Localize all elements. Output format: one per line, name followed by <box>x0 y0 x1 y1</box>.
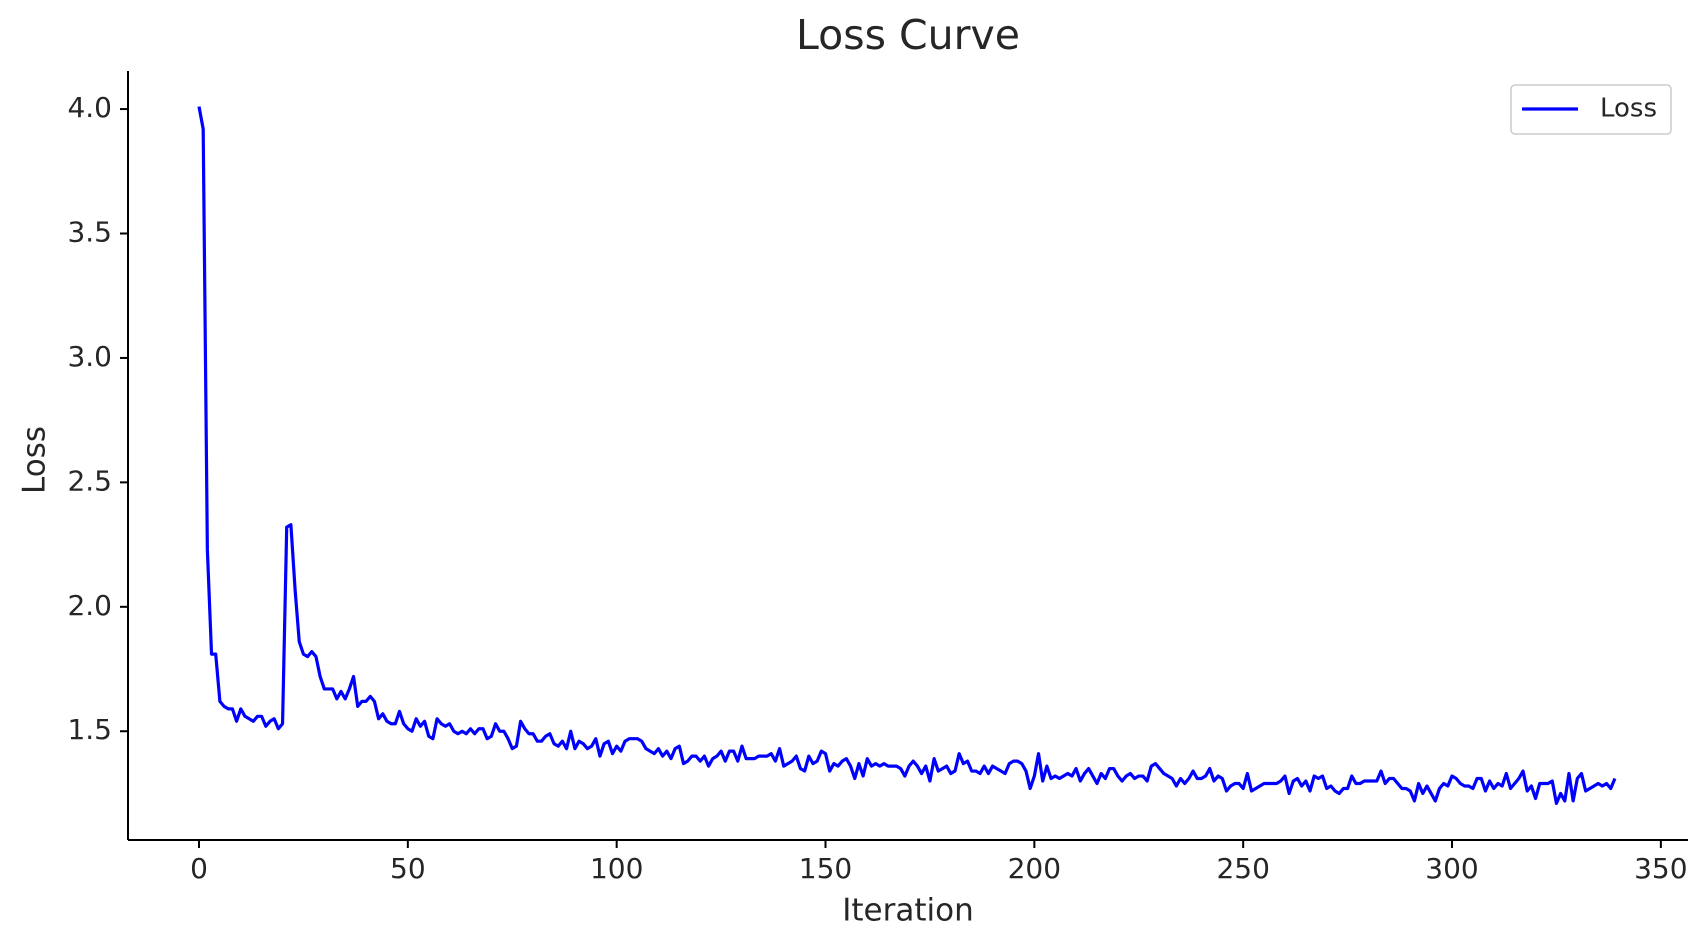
loss-line <box>197 106 1617 806</box>
x-tick-label: 50 <box>390 852 426 885</box>
y-tick-label: 1.5 <box>67 713 112 746</box>
chart-title: Loss Curve <box>796 11 1020 59</box>
y-tick-label: 2.5 <box>67 464 112 497</box>
y-tick-label: 3.5 <box>67 216 112 249</box>
x-tick-label: 0 <box>190 852 208 885</box>
x-tick-label: 100 <box>590 852 643 885</box>
y-tick-label: 3.0 <box>67 340 112 373</box>
y-tick-label: 2.0 <box>67 589 112 622</box>
y-axis-label: Loss <box>17 426 53 494</box>
legend-box <box>1510 84 1672 135</box>
x-tick-label: 350 <box>1634 852 1687 885</box>
y-tick-label: 4.0 <box>67 91 112 124</box>
x-tick-label: 300 <box>1425 852 1478 885</box>
x-axis-label: Iteration <box>842 893 974 929</box>
x-tick-label: 250 <box>1216 852 1269 885</box>
legend-label: Loss <box>1600 94 1657 124</box>
x-tick-label: 150 <box>799 852 852 885</box>
x-tick-label: 200 <box>1008 852 1061 885</box>
